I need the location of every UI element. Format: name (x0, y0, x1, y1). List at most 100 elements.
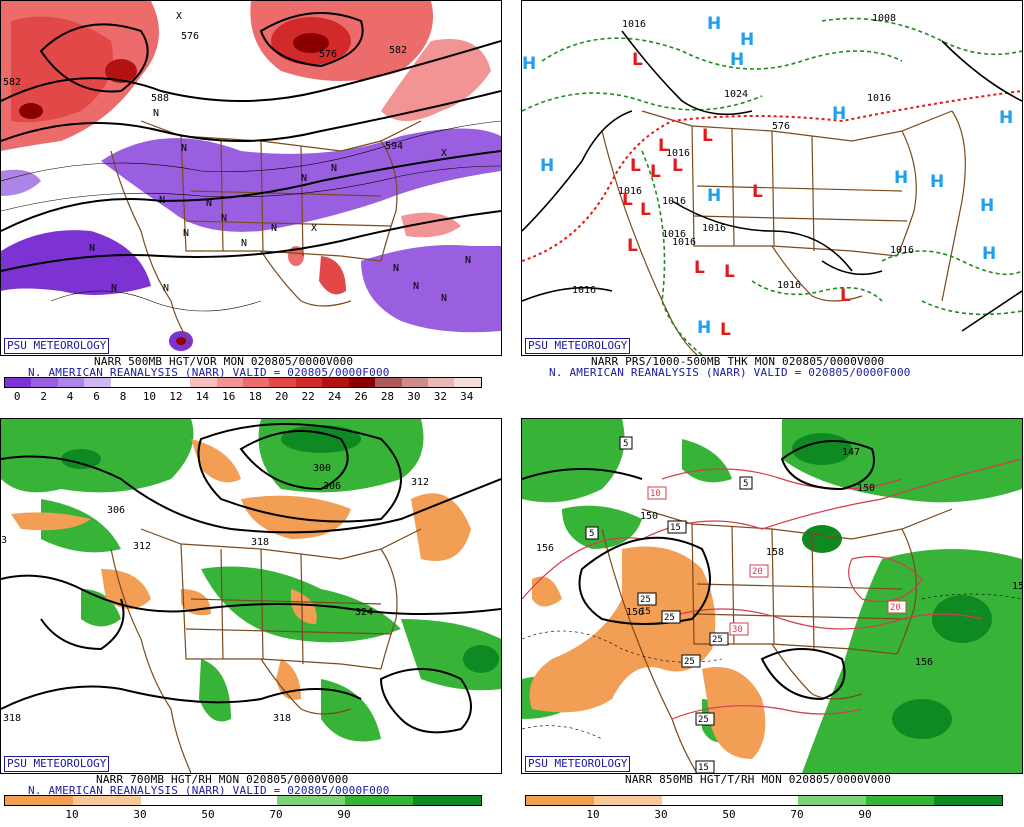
high-mark: H (930, 172, 944, 192)
low-mark: L (640, 200, 651, 220)
humidity-850-map-svg: 147 150 156 150 156 156 158 15 5 5 10 15… (522, 419, 1022, 773)
x-mark: X (311, 223, 317, 234)
color-scale-segment (413, 796, 481, 805)
contour-label: 147 (842, 447, 860, 458)
color-scale-segment (216, 378, 243, 387)
panel-subtitle: N. AMERICAN REANALYSIS (NARR) VALID = 02… (28, 784, 390, 797)
high-pressure-marks: H H H H H H H H H H H H H (522, 14, 1013, 338)
contour-label: 576 (319, 49, 337, 60)
contour-label: 156 (915, 657, 933, 668)
svg-text:5: 5 (589, 529, 594, 539)
color-scale-segment (269, 378, 296, 387)
color-scale-label: 32 (433, 390, 447, 403)
svg-text:15: 15 (670, 523, 681, 533)
contour-label: 324 (355, 607, 373, 618)
contour-label: 1016 (662, 196, 686, 207)
color-scale-label: 70 (790, 808, 804, 821)
color-scale-label: 0 (13, 390, 21, 403)
x-mark: X (441, 148, 447, 159)
color-scale-label: 14 (195, 390, 209, 403)
humidity-850-contour-labels: 147 150 156 150 156 156 158 15 (536, 447, 1022, 668)
panel-title: NARR 700MB HGT/RH MON 020805/0000V000 (96, 773, 349, 786)
vorticity-color-scale (4, 377, 482, 388)
contour-label: 1016 (666, 148, 690, 159)
contour-label: 1008 (872, 13, 896, 24)
high-mark: H (707, 186, 721, 206)
color-scale-label: 30 (133, 808, 147, 821)
high-mark: H (707, 14, 721, 34)
contour-label: 312 (133, 541, 151, 552)
n-mark: N (183, 228, 189, 239)
n-mark: N (331, 163, 337, 174)
svg-text:10: 10 (650, 489, 661, 499)
temperature-box-25: 25 (661, 610, 681, 624)
psu-meteorology-logo: PSU METEOROLOGY (4, 338, 110, 354)
color-scale-segment (242, 378, 270, 387)
color-scale-label: 20 (275, 390, 289, 403)
n-mark: N (153, 108, 159, 119)
contour-label: 318 (273, 713, 291, 724)
contour-label: 158 (766, 547, 784, 558)
color-scale-label: 18 (248, 390, 262, 403)
panel-title: NARR PRS/1000-500MB THK MON 020805/0000V… (591, 355, 885, 368)
low-pressure-marks: L L L L L L L L L L L L L L (622, 50, 851, 340)
temperature-box-15: 15 (667, 520, 687, 534)
psu-meteorology-logo: PSU METEOROLOGY (4, 756, 110, 772)
color-scale-label: 30 (654, 808, 668, 821)
high-mark: H (697, 318, 711, 338)
n-mark: N (163, 283, 169, 294)
color-scale-label: 30 (407, 390, 421, 403)
n-mark: N (301, 173, 307, 184)
n-mark: N (206, 198, 212, 209)
humidity-700-map: 300 306 312 306 312 318 324 318 318 3 (0, 418, 502, 774)
color-scale-segment (209, 796, 277, 805)
psu-meteorology-logo: PSU METEOROLOGY (525, 338, 631, 354)
vorticity-contour-labels: 582 582 594 588 576 576 (3, 31, 407, 152)
contour-label: 594 (385, 141, 403, 152)
color-scale-segment (730, 796, 798, 805)
contour-label: 1016 (867, 93, 891, 104)
humidity-700-contour-labels: 300 306 312 306 312 318 324 318 318 3 (1, 463, 429, 724)
temperature-box-20: 20 (749, 564, 769, 578)
humidity-850-map: 147 150 156 150 156 156 158 15 5 5 10 15… (521, 418, 1023, 774)
panel-850mb-temperature-humidity: 147 150 156 150 156 156 158 15 5 5 10 15… (521, 418, 1023, 827)
color-scale-segment (594, 796, 662, 805)
vorticity-n-marks: N N N N N N N N N N N N N N N N N (89, 108, 471, 304)
humidity-700-color-scale (4, 795, 482, 806)
color-scale-segment (526, 796, 594, 805)
contour-label: 1016 (890, 245, 914, 256)
svg-text:25: 25 (684, 657, 695, 667)
color-scale-segment (401, 378, 428, 387)
panel-sea-level-pressure: 1016 1008 1024 1016 1016 1016 1016 1016 … (521, 0, 1023, 409)
svg-text:25: 25 (712, 635, 723, 645)
color-scale-label: 10 (586, 808, 600, 821)
color-scale-segment (163, 378, 191, 387)
contour-label: 300 (313, 463, 331, 474)
n-mark: N (159, 195, 165, 206)
color-scale-label: 50 (201, 808, 215, 821)
n-mark: N (413, 281, 419, 292)
low-mark: L (724, 262, 735, 282)
color-scale-segment (375, 378, 402, 387)
high-mark: H (980, 196, 994, 216)
svg-text:20: 20 (890, 603, 901, 613)
n-mark: N (181, 143, 187, 154)
color-scale-segment (73, 796, 141, 805)
color-scale-segment (137, 378, 164, 387)
color-scale-segment (5, 796, 73, 805)
contour-label: 312 (411, 477, 429, 488)
temperature-box-25: 25 (681, 654, 701, 668)
contour-label: 576 (772, 121, 790, 132)
temperature-box-20: 20 (887, 600, 907, 614)
color-scale-label: 24 (327, 390, 342, 403)
color-scale-label: 10 (65, 808, 79, 821)
pressure-map-svg: 1016 1008 1024 1016 1016 1016 1016 1016 … (522, 1, 1022, 355)
color-scale-segment (31, 378, 58, 387)
svg-text:20: 20 (752, 567, 763, 577)
low-mark: L (840, 286, 851, 306)
color-scale-segment (428, 378, 455, 387)
low-mark: L (632, 50, 643, 70)
humidity-850-color-scale (525, 795, 1003, 806)
pressure-map: 1016 1008 1024 1016 1016 1016 1016 1016 … (521, 0, 1023, 356)
svg-text:5: 5 (623, 439, 628, 449)
